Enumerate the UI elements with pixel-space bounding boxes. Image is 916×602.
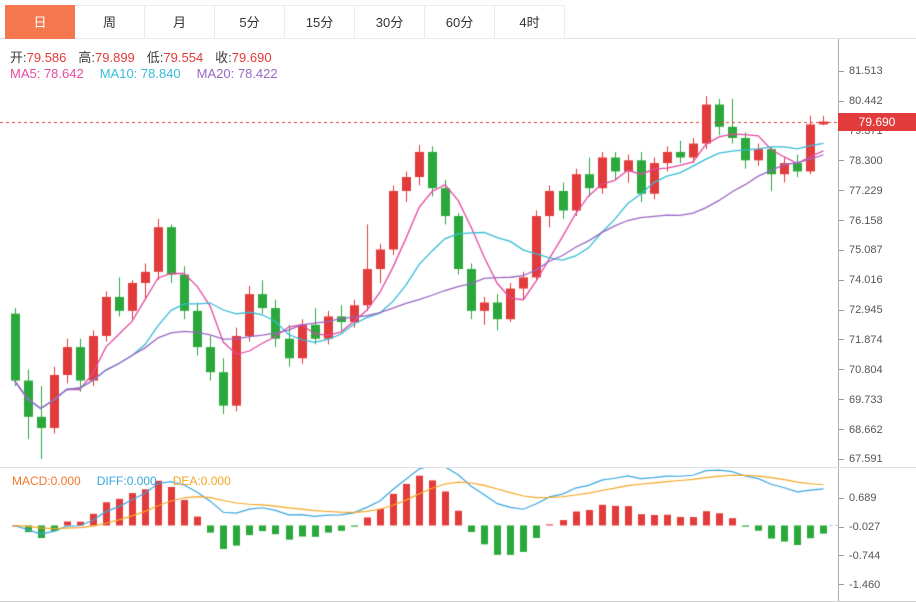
price-axis-label: 77.229 bbox=[839, 183, 883, 198]
price-axis-label: 78.300 bbox=[839, 153, 883, 168]
price-axis-label: 74.016 bbox=[839, 273, 883, 288]
tab-week[interactable]: 周 bbox=[75, 5, 145, 39]
tab-month[interactable]: 月 bbox=[145, 5, 215, 39]
low-readout: 低:79.554 bbox=[146, 50, 204, 65]
macd-axis: 0.689 -0.027 -0.744 -1.460 bbox=[838, 468, 916, 601]
price-axis-label: 76.158 bbox=[839, 213, 883, 228]
ma-readout: MA5: 78.642 MA10: 78.840 MA20: 78.422 bbox=[10, 66, 278, 81]
macd-region: MACD:0.000 DIFF:0.000 DEA:0.000 0.689 -0.… bbox=[0, 468, 916, 601]
price-axis-label: 70.804 bbox=[839, 362, 883, 377]
macd-chart-canvas[interactable] bbox=[0, 468, 838, 601]
main-chart-region: 开:79.586 高:79.899 低:79.554 收:79.690 MA5:… bbox=[0, 39, 916, 468]
ma20-readout: MA20: 78.422 bbox=[196, 66, 278, 81]
candlestick-chart-canvas[interactable] bbox=[0, 39, 838, 467]
macd-readout: MACD:0.000 DIFF:0.000 DEA:0.000 bbox=[12, 474, 231, 488]
tab-day[interactable]: 日 bbox=[5, 5, 75, 39]
price-axis-label: 68.662 bbox=[839, 422, 883, 437]
price-axis-label: 81.513 bbox=[839, 64, 883, 79]
dea-value: DEA:0.000 bbox=[172, 474, 231, 488]
price-axis-label: 72.945 bbox=[839, 303, 883, 318]
open-readout: 开:79.586 bbox=[10, 50, 67, 65]
timeframe-tabbar: 日 周 月 5分 15分 30分 60分 4时 bbox=[0, 0, 916, 39]
price-axis-label: 67.591 bbox=[839, 452, 883, 467]
ma5-readout: MA5: 78.642 bbox=[10, 66, 84, 81]
diff-value: DIFF:0.000 bbox=[96, 474, 157, 488]
tab-4hour[interactable]: 4时 bbox=[495, 5, 565, 39]
tab-30min[interactable]: 30分 bbox=[355, 5, 425, 39]
macd-axis-label: -0.027 bbox=[839, 520, 880, 535]
macd-axis-label: -1.460 bbox=[839, 577, 880, 592]
tab-60min[interactable]: 60分 bbox=[425, 5, 495, 39]
tab-15min[interactable]: 15分 bbox=[285, 5, 355, 39]
macd-value: MACD:0.000 bbox=[12, 474, 81, 488]
macd-axis-label: 0.689 bbox=[839, 491, 877, 506]
price-axis-label: 69.733 bbox=[839, 392, 883, 407]
price-axis-label: 75.087 bbox=[839, 243, 883, 258]
ohlc-readout: 开:79.586 高:79.899 低:79.554 收:79.690 bbox=[10, 47, 272, 66]
ma10-readout: MA10: 78.840 bbox=[99, 66, 181, 81]
price-axis-label: 80.442 bbox=[839, 94, 883, 109]
tab-5min[interactable]: 5分 bbox=[215, 5, 285, 39]
macd-axis-label: -0.744 bbox=[839, 548, 880, 563]
close-readout: 收:79.690 bbox=[215, 50, 272, 65]
high-readout: 高:79.899 bbox=[78, 50, 135, 65]
price-axis-label: 71.874 bbox=[839, 332, 883, 347]
last-price-tag: 79.690 bbox=[838, 112, 916, 131]
price-axis: 81.513 80.442 79.371 78.300 77.229 76.158 75.0… bbox=[838, 39, 916, 467]
